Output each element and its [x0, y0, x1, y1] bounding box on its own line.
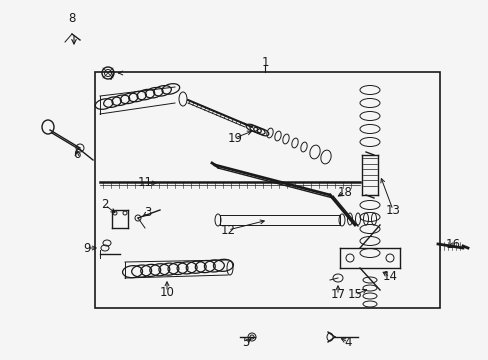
Text: 17: 17	[330, 288, 345, 302]
Text: 7: 7	[108, 69, 116, 82]
Text: 2: 2	[101, 198, 108, 211]
Text: 5: 5	[242, 336, 249, 348]
Text: 1: 1	[261, 55, 268, 68]
Text: 8: 8	[68, 12, 76, 24]
Bar	[95, 72, 439, 308]
Text: 10: 10	[159, 285, 174, 298]
Text: 4: 4	[344, 336, 351, 348]
Text: 14: 14	[382, 270, 397, 284]
Text: 6: 6	[73, 148, 81, 162]
Text: 16: 16	[445, 238, 460, 252]
Text: 19: 19	[227, 131, 242, 144]
Text: 11: 11	[137, 176, 152, 189]
Text: 13: 13	[385, 203, 400, 216]
Text: 18: 18	[337, 185, 352, 198]
Text: 12: 12	[220, 224, 235, 237]
Text: 9: 9	[83, 242, 91, 255]
Text: 15: 15	[347, 288, 362, 302]
Text: 3: 3	[144, 207, 151, 220]
